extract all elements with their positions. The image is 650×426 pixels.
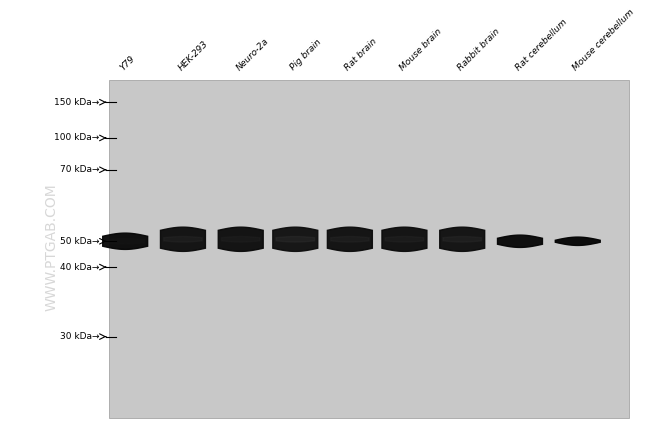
- Polygon shape: [273, 227, 318, 251]
- Polygon shape: [164, 236, 202, 242]
- Text: WWW.PTGAB.COM: WWW.PTGAB.COM: [44, 183, 58, 311]
- Polygon shape: [558, 239, 597, 244]
- Text: 100 kDa→: 100 kDa→: [54, 133, 99, 142]
- Text: Pig brain: Pig brain: [289, 38, 324, 72]
- Polygon shape: [555, 237, 600, 245]
- Text: Rat cerebellum: Rat cerebellum: [514, 17, 569, 72]
- Polygon shape: [106, 239, 144, 244]
- Polygon shape: [500, 239, 540, 244]
- Text: 30 kDa→: 30 kDa→: [60, 332, 99, 341]
- Text: Rabbit brain: Rabbit brain: [456, 27, 501, 72]
- Polygon shape: [497, 235, 543, 248]
- Polygon shape: [440, 227, 485, 251]
- Polygon shape: [382, 227, 427, 251]
- Polygon shape: [103, 233, 148, 249]
- Polygon shape: [276, 236, 315, 242]
- Polygon shape: [443, 236, 482, 242]
- Polygon shape: [161, 227, 205, 251]
- Text: 50 kDa→: 50 kDa→: [60, 237, 99, 246]
- Text: Y79: Y79: [119, 54, 137, 72]
- Text: Neuro-2a: Neuro-2a: [235, 37, 270, 72]
- Polygon shape: [218, 227, 263, 251]
- Text: Mouse brain: Mouse brain: [398, 27, 443, 72]
- Text: 40 kDa→: 40 kDa→: [60, 262, 99, 272]
- Polygon shape: [222, 236, 260, 242]
- Text: 150 kDa→: 150 kDa→: [54, 98, 99, 106]
- Polygon shape: [328, 227, 372, 251]
- Text: Mouse cerebellum: Mouse cerebellum: [571, 8, 636, 72]
- Polygon shape: [331, 236, 369, 242]
- Text: HEK-293: HEK-293: [177, 39, 210, 72]
- Text: 70 kDa→: 70 kDa→: [60, 165, 99, 174]
- FancyBboxPatch shape: [109, 81, 629, 418]
- Text: Rat brain: Rat brain: [343, 37, 379, 72]
- Polygon shape: [385, 236, 424, 242]
